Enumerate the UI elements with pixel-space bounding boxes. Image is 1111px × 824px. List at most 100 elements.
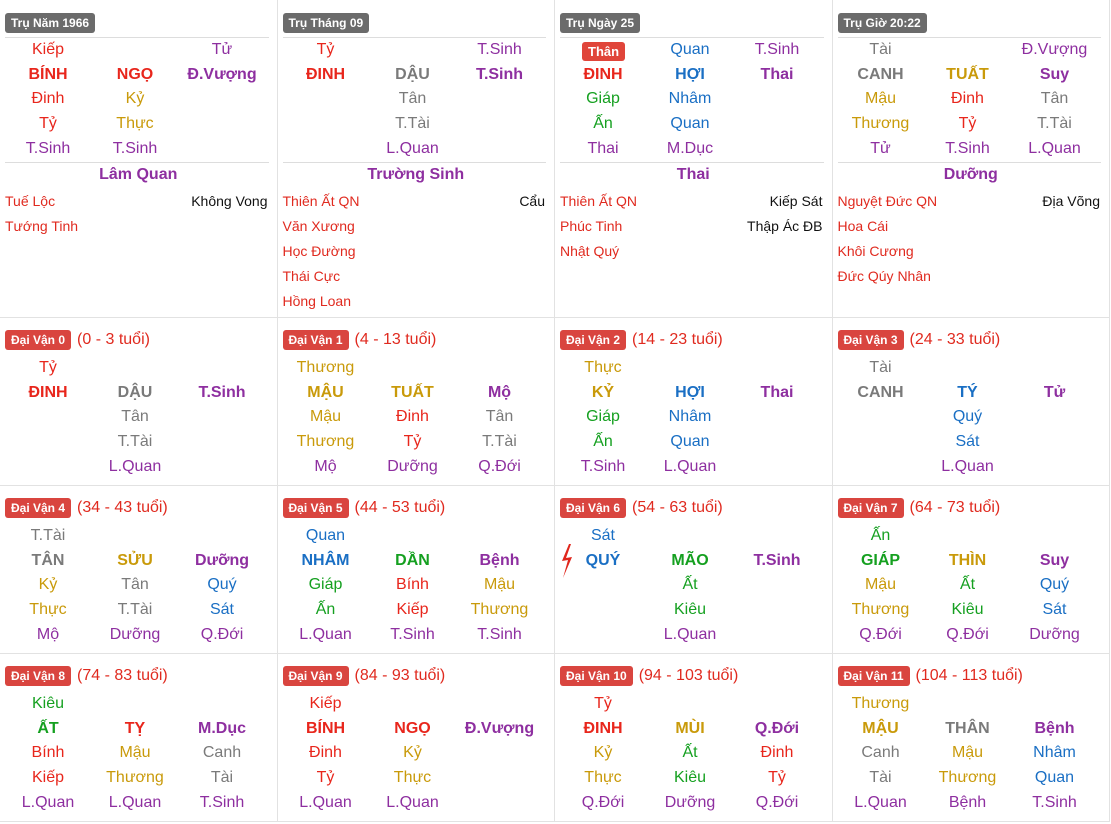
stem-cell: Đinh: [31, 90, 65, 108]
stem-cell: Thực: [584, 769, 622, 787]
age-range: (14 - 23 tuổi): [632, 331, 723, 348]
stem-cell: MẬU: [307, 383, 344, 401]
age-range: (24 - 33 tuổi): [909, 331, 1001, 348]
stem-cell: Kiếp: [309, 695, 342, 712]
stem-cell: Q.Đới: [859, 625, 902, 643]
stem-cell: Thương: [851, 695, 910, 712]
stem-cell: Mậu: [483, 576, 516, 594]
star-left: Thái Cực: [282, 268, 341, 284]
stem-cell: Thương: [296, 359, 355, 376]
stem-cell: Thương: [938, 769, 997, 787]
stem-cell: Tỷ: [39, 359, 57, 376]
stem-cell: ẤT: [37, 719, 59, 737]
age-range: (44 - 53 tuổi): [354, 499, 446, 516]
stem-cell: Tân: [1040, 90, 1069, 108]
age-range: (4 - 13 tuổi): [354, 331, 437, 348]
dai-van-header: Đại Vận 2 (14 - 23 tuổi): [560, 330, 723, 350]
pillar-header: Trụ Tháng 09: [282, 13, 370, 33]
stem-cell: TÂN: [31, 551, 65, 569]
stem-cell: TÝ: [957, 383, 978, 401]
stem-cell: Kỷ: [125, 90, 145, 108]
stem-cell: Thương: [851, 601, 910, 619]
stem-cell: Tân: [121, 576, 149, 594]
dai-van-panel: Đại Vận 7 (64 - 73 tuổi) Ấn GIÁP THÌN Suy Mậu Ấ…: [832, 486, 1110, 654]
stem-cell: QUÝ: [585, 551, 621, 569]
dai-van-badge: Đại Vận 2: [560, 330, 627, 350]
star-left: Thiên Ất QN: [282, 193, 360, 209]
stem-cell: ĐINH: [28, 383, 68, 401]
stem-cell: ĐINH: [583, 719, 623, 737]
stem-cell: T.Sinh: [475, 65, 524, 83]
dai-van-badge: Đại Vận 4: [5, 498, 72, 518]
stem-cell: Tử: [870, 139, 891, 157]
dai-van-panel: Đại Vận 5 (44 - 53 tuổi) Quan NHÂM DẦN Bệnh Gi…: [277, 486, 555, 654]
stem-cell: THÂN: [945, 719, 990, 737]
stem-cell: Tử: [211, 41, 233, 58]
star-right: Không Vong: [191, 193, 268, 209]
stem-cell: Quý: [952, 408, 983, 426]
dai-van-header: Đại Vận 9 (84 - 93 tuổi): [282, 666, 445, 686]
stem-cell: KỶ: [591, 383, 615, 401]
stem-cell: Quan: [670, 115, 710, 133]
stem-cell: Đinh: [760, 744, 794, 762]
age-range: (104 - 113 tuổi): [915, 667, 1023, 684]
stem-cell: T.Sinh: [580, 457, 626, 475]
stem-cell: Tài: [210, 769, 234, 787]
stem-cell: Tỷ: [768, 769, 786, 787]
dai-van-badge: Đại Vận 11: [837, 666, 910, 686]
stem-cell: T.Sinh: [198, 383, 246, 401]
stem-cell: Dưỡng: [664, 793, 716, 811]
stem-cell: Mậu: [864, 576, 897, 594]
pillar-header: Trụ Giờ 20:22: [837, 13, 927, 33]
stem-cell: Thai: [760, 65, 794, 83]
life-stage: Lâm Quan: [99, 166, 178, 183]
day-master-badge: Thân: [582, 42, 626, 61]
star-left: Khôi Cương: [837, 243, 914, 259]
stem-cell: Tỷ: [316, 41, 335, 58]
life-stage: Trường Sinh: [367, 166, 465, 183]
dai-van-panel: Đại Vận 1 (4 - 13 tuổi) Thương MẬU TUẤT Mộ Mậu…: [277, 318, 555, 486]
stem-cell: HỢI: [675, 65, 705, 83]
stem-cell: Dưỡng: [1029, 625, 1080, 643]
stem-cell: DẬU: [395, 65, 430, 83]
stem-cell: Kiêu: [31, 695, 65, 712]
dai-van-header: Đại Vận 6 (54 - 63 tuổi): [560, 498, 723, 518]
star-left: Tuế Lộc: [5, 193, 56, 209]
stem-cell: L.Quan: [386, 139, 439, 157]
stem-cell: Canh: [202, 744, 242, 762]
stem-cell: Nhâm: [1033, 744, 1076, 762]
stem-cell: Q.Đới: [754, 719, 800, 737]
stem-cell: TUẤT: [391, 383, 434, 401]
stem-cell: Mậu: [864, 90, 897, 108]
stem-cell: Thương: [106, 769, 164, 787]
stem-cell: Thực: [29, 601, 67, 619]
stem-cell: Thực: [393, 769, 432, 787]
age-range: (74 - 83 tuổi): [77, 667, 168, 684]
dai-van-header: Đại Vận 3 (24 - 33 tuổi): [837, 330, 1001, 350]
stem-cell: DẦN: [395, 551, 430, 569]
divider: [560, 37, 824, 38]
dai-van-header: Đại Vận 7 (64 - 73 tuổi): [837, 498, 1000, 518]
pillar-header: Trụ Ngày 25: [560, 13, 641, 33]
stem-cell: ĐINH: [583, 65, 623, 83]
star-left: Hồng Loan: [282, 293, 352, 309]
dai-van-badge: Đại Vận 7: [837, 498, 904, 518]
dai-van-badge: Đại Vận 5: [282, 498, 349, 518]
stem-cell: Thực: [584, 359, 622, 376]
stem-cell: Q.Đới: [755, 793, 799, 811]
stem-cell: Quý: [1039, 576, 1070, 594]
stem-cell: Tỷ: [958, 115, 977, 133]
divider: [282, 37, 546, 38]
stem-cell: GIÁP: [860, 551, 901, 569]
stem-cell: Giáp: [586, 408, 620, 426]
divider: [5, 162, 269, 163]
stem-cell: Bính: [31, 744, 65, 762]
stem-cell: L.Quan: [1028, 139, 1081, 157]
stem-cell: NGỌ: [116, 65, 154, 83]
star-right: Địa Võng: [1042, 193, 1100, 209]
stem-cell: Ấn: [870, 527, 891, 544]
stem-cell: L.Quan: [108, 793, 162, 811]
dai-van-header: Đại Vận 8 (74 - 83 tuổi): [5, 666, 168, 686]
dai-van-badge: Đại Vận 6: [560, 498, 627, 518]
stem-cell: ĐINH: [305, 65, 346, 83]
